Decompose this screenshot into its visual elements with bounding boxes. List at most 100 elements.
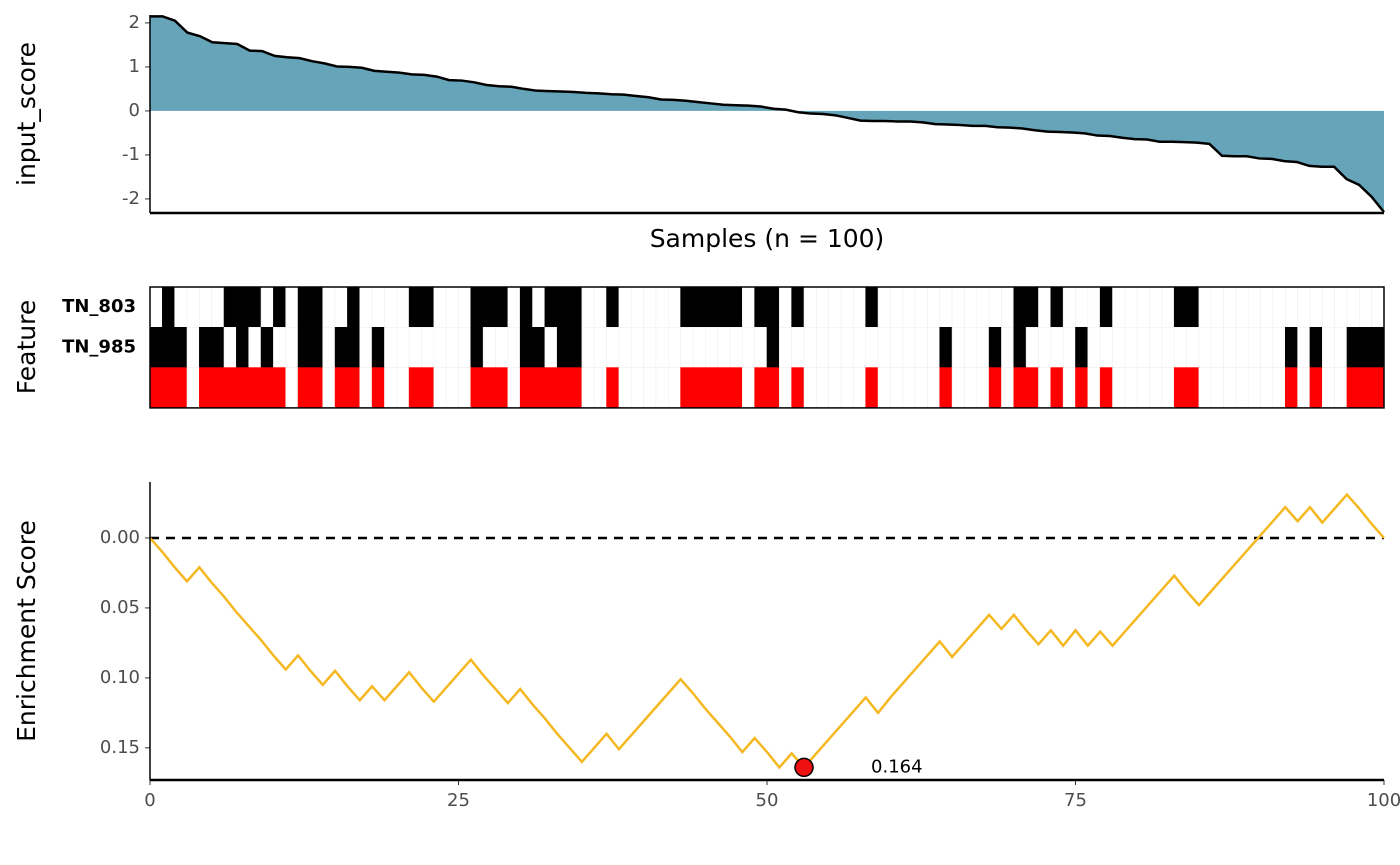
tile — [655, 286, 669, 328]
tile — [1186, 367, 1200, 409]
tile — [1247, 326, 1261, 368]
tile — [914, 367, 928, 409]
y-tick-label: 0.10 — [100, 667, 140, 688]
tile — [717, 326, 731, 368]
tile — [297, 367, 311, 409]
line — [150, 15, 1385, 213]
tile — [704, 326, 718, 368]
tile — [248, 286, 262, 328]
tile — [260, 367, 274, 409]
tile — [643, 286, 657, 328]
tile — [791, 367, 805, 409]
tile — [408, 286, 422, 328]
tile — [532, 326, 546, 368]
tile — [470, 367, 484, 409]
tile — [544, 286, 558, 328]
tile — [396, 286, 410, 328]
tile — [902, 286, 916, 328]
tile — [1013, 367, 1027, 409]
y-tick-label: -2 — [122, 188, 140, 209]
tile — [199, 286, 213, 328]
tile — [285, 367, 299, 409]
tile — [865, 326, 879, 368]
tile — [1062, 367, 1076, 409]
tile — [519, 286, 533, 328]
x-tick-label: 50 — [756, 790, 779, 811]
tile — [236, 326, 250, 368]
tile — [1223, 326, 1237, 368]
tile — [1062, 326, 1076, 368]
tile — [371, 367, 385, 409]
tile — [421, 326, 435, 368]
tile — [470, 286, 484, 328]
tile — [1149, 326, 1163, 368]
tile — [853, 286, 867, 328]
tile — [260, 286, 274, 328]
tile — [174, 326, 188, 368]
tile — [519, 367, 533, 409]
tile — [877, 326, 891, 368]
x-axis-title: Samples (n = 100) — [650, 224, 885, 253]
tile — [976, 367, 990, 409]
tile — [618, 286, 632, 328]
tile — [1038, 326, 1052, 368]
tile — [1075, 367, 1089, 409]
tile — [1322, 326, 1335, 368]
y-tick-label: 0.15 — [100, 737, 140, 758]
tile — [1013, 326, 1027, 368]
marker-label: 0.164 — [871, 756, 923, 777]
tile — [692, 367, 706, 409]
tile — [742, 286, 755, 328]
tile — [199, 326, 213, 368]
tile — [470, 326, 484, 368]
tile — [1161, 367, 1175, 409]
tile — [779, 326, 792, 368]
tile — [816, 326, 829, 368]
area — [150, 16, 1384, 213]
tile — [445, 367, 459, 409]
tile — [865, 286, 879, 328]
tile — [606, 367, 620, 409]
tile — [717, 367, 731, 409]
tile — [840, 326, 854, 368]
tile — [322, 286, 336, 328]
tile — [1247, 286, 1261, 328]
tile — [1297, 367, 1311, 409]
tile — [1173, 286, 1187, 328]
tile — [1173, 326, 1187, 368]
tile — [840, 286, 854, 328]
tile — [149, 367, 163, 409]
tile — [1272, 367, 1286, 409]
tile — [754, 326, 768, 368]
tile — [643, 326, 657, 368]
tile — [816, 286, 829, 328]
tile — [1198, 326, 1212, 368]
tile — [840, 367, 854, 409]
y-tick-label: 1 — [129, 56, 140, 77]
tile — [384, 367, 398, 409]
tile — [964, 367, 978, 409]
tile — [729, 367, 743, 409]
tile — [1001, 326, 1015, 368]
line — [149, 492, 1385, 770]
tile — [1136, 286, 1150, 328]
tile — [927, 326, 941, 368]
tile — [149, 286, 163, 328]
tile — [1149, 286, 1163, 328]
tile — [445, 286, 459, 328]
tile — [334, 326, 348, 368]
tile — [988, 326, 1002, 368]
tile — [544, 326, 558, 368]
tile — [791, 286, 805, 328]
tile — [1223, 286, 1237, 328]
tile — [310, 286, 324, 328]
tile — [704, 367, 718, 409]
tile — [285, 326, 299, 368]
tile — [1346, 286, 1360, 328]
tile — [754, 367, 768, 409]
tile — [322, 367, 336, 409]
tile — [704, 286, 718, 328]
tile — [692, 326, 706, 368]
row-label: TN_803 — [62, 296, 136, 317]
tile — [1359, 367, 1372, 409]
